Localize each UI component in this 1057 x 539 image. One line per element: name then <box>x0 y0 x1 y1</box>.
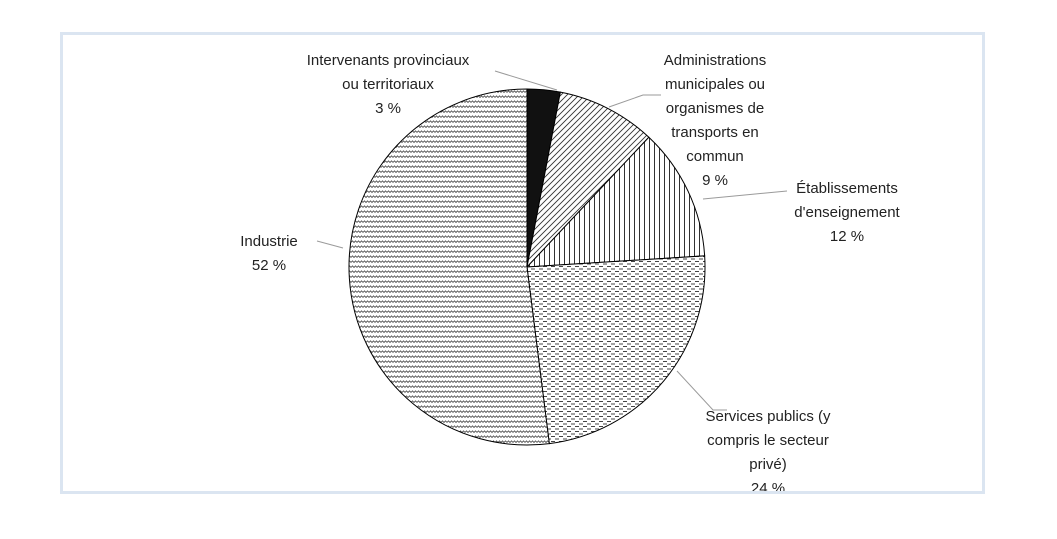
pie-slices <box>348 88 706 446</box>
chart-frame: Intervenants provinciaux ou territoriaux 3… <box>60 32 985 494</box>
pie-slice-administrations <box>526 91 650 269</box>
leader-line-etablissements <box>702 190 788 200</box>
data-label-intervenants-provinciaux: Intervenants provinciaux ou territoriaux 3… <box>307 52 470 117</box>
data-labels: Intervenants provinciaux ou territoriaux 3… <box>240 52 900 491</box>
data-label-etablissements: Établissements d'enseignement 12 % <box>794 180 900 245</box>
leader-line-services-publics-y <box>676 370 727 411</box>
leader-line-industrie <box>316 240 344 249</box>
data-label-industrie: Industrie 52 % <box>240 233 298 274</box>
leader-line-administrations <box>608 94 661 108</box>
data-label-administrations: Administrations municipales ou organismes … <box>664 52 767 189</box>
pie-chart: Intervenants provinciaux ou territoriaux 3… <box>240 52 900 491</box>
leader-lines <box>316 70 788 411</box>
pie-slice-services-publics-y <box>526 255 706 445</box>
pie-slice-etablissements <box>525 136 706 268</box>
data-label-services-publics-y: Services publics (y compris le secteur pri… <box>705 408 831 491</box>
leader-line-intervenants-provinciaux <box>494 70 558 91</box>
pie-slice-industrie <box>348 88 550 446</box>
